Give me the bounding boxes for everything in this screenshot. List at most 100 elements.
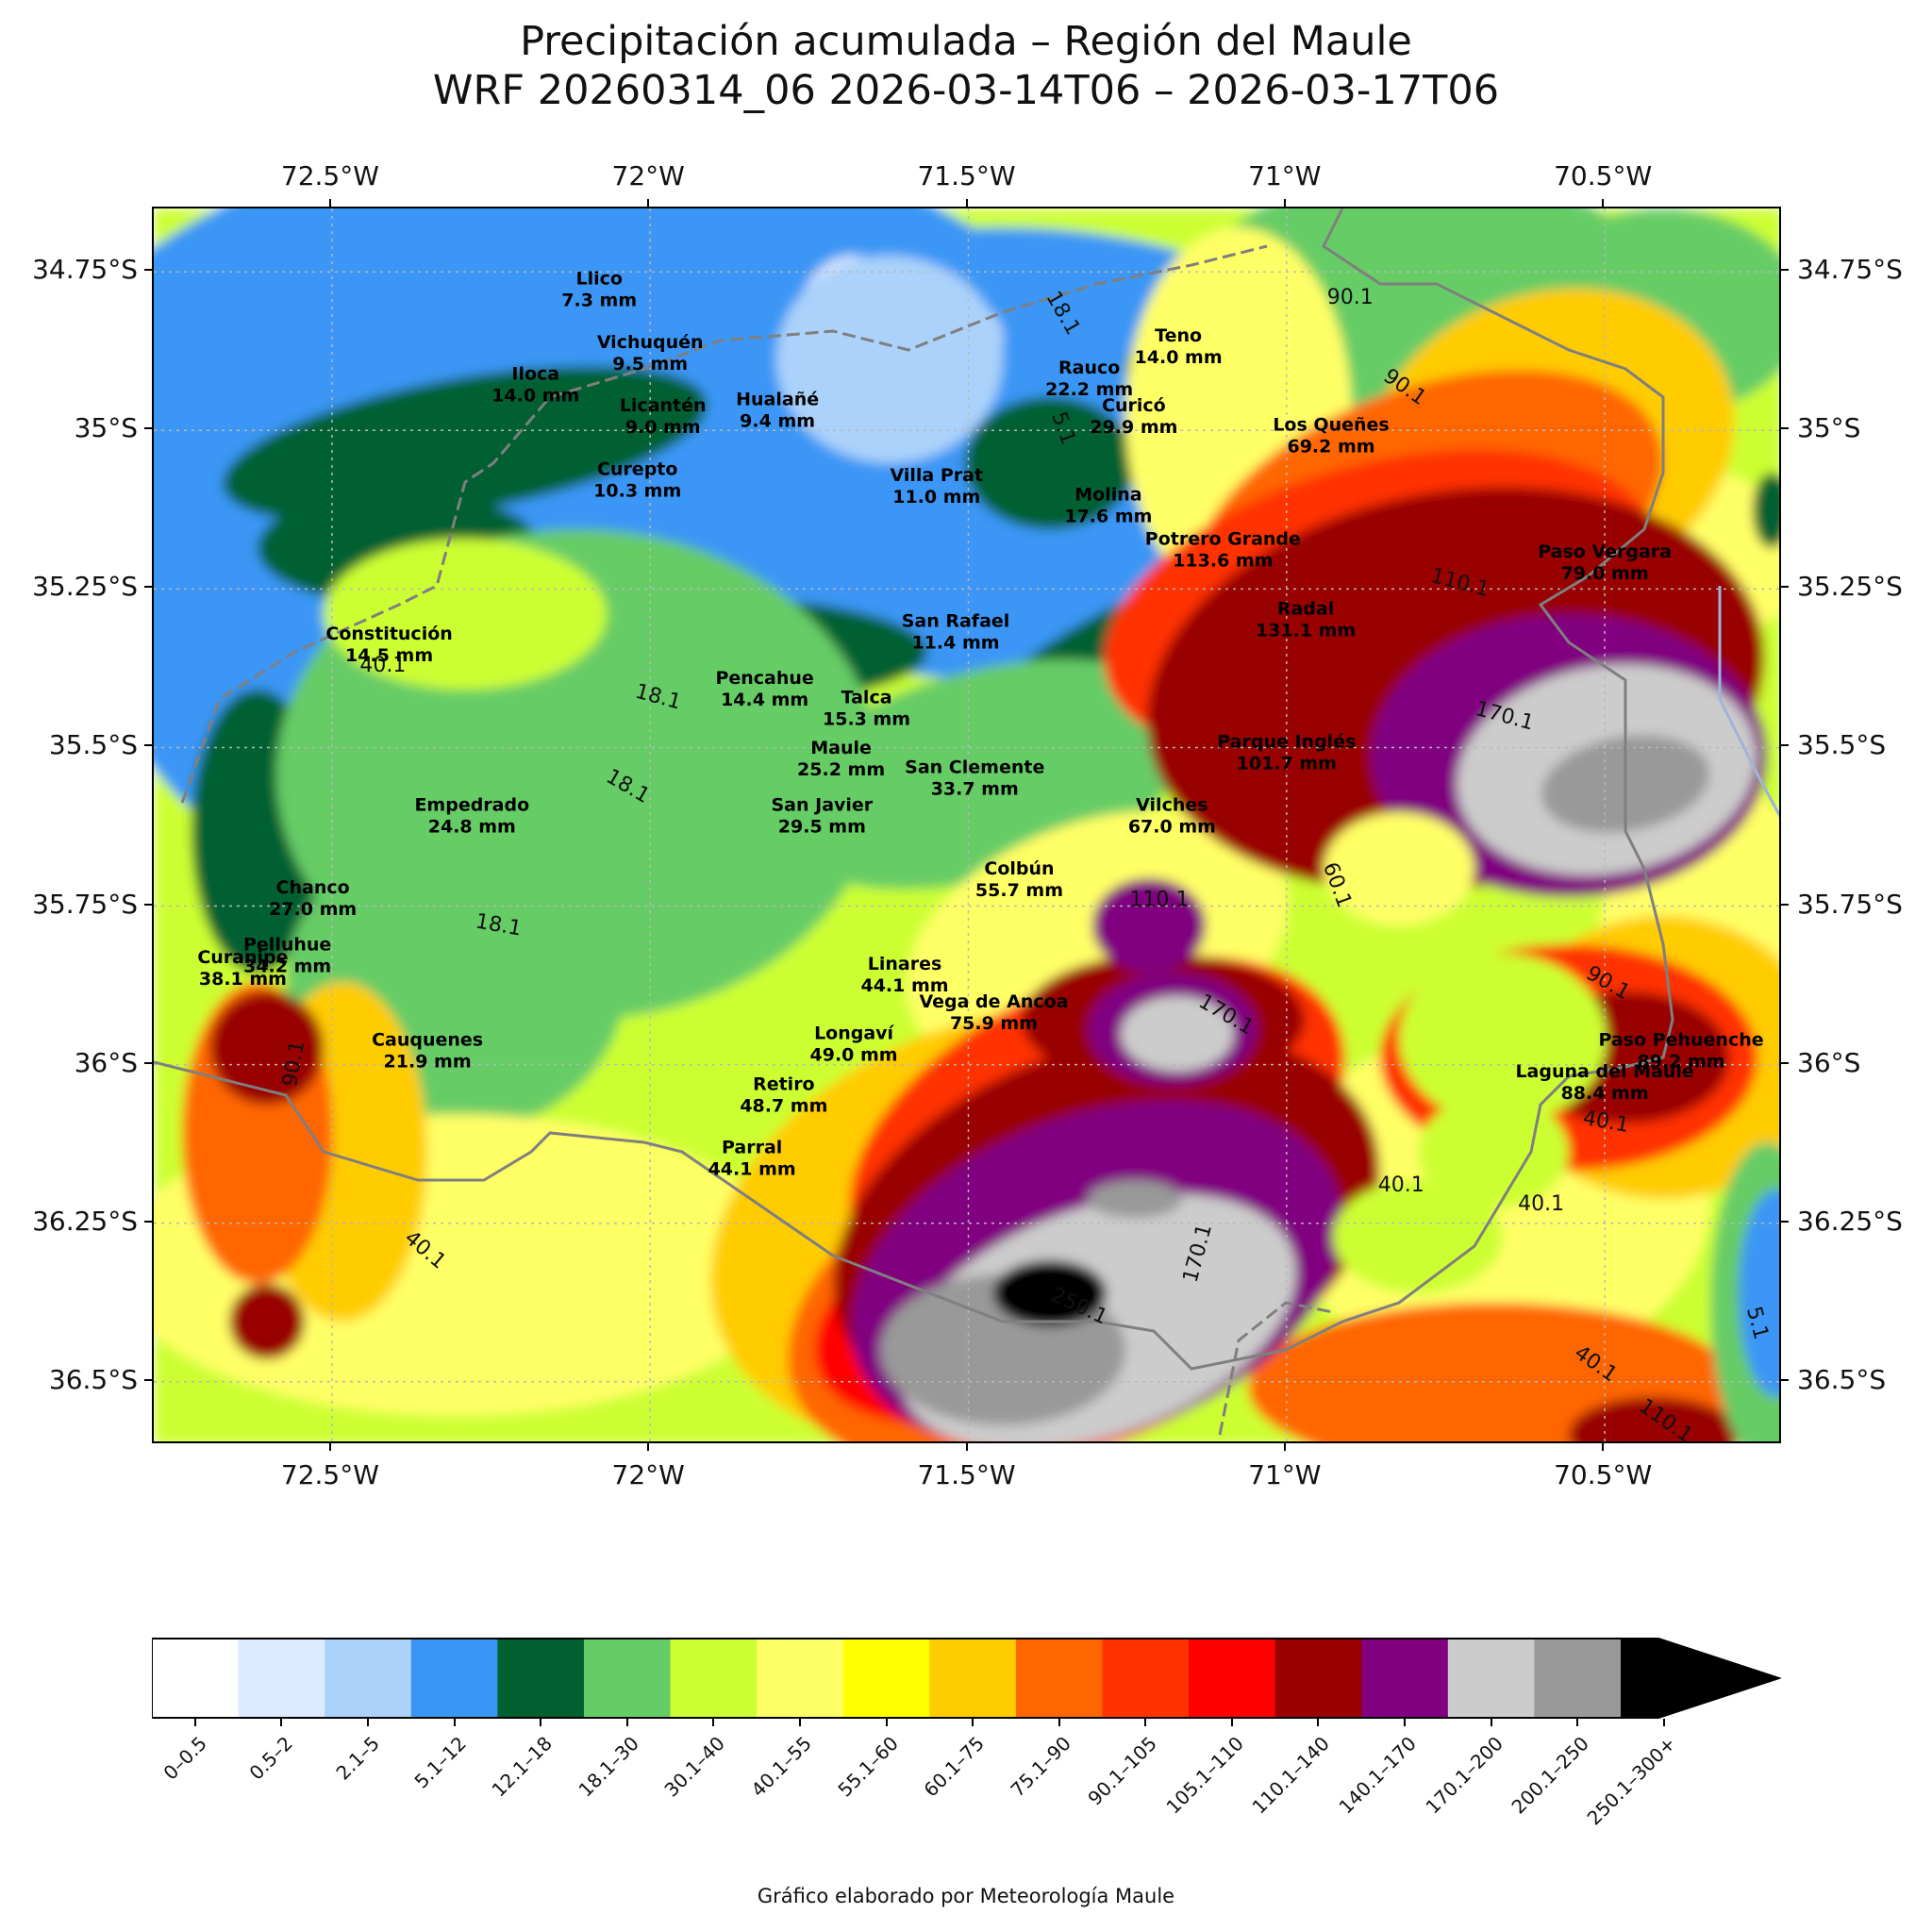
- station-value: 48.7 mm: [740, 1096, 827, 1117]
- border-line: [1218, 1301, 1334, 1436]
- colorbar-tick: [798, 1719, 801, 1726]
- station-value: 22.2 mm: [1045, 379, 1133, 400]
- station-name: Licantén: [620, 395, 707, 416]
- colorbar-tick: [625, 1719, 628, 1726]
- colorbar-segment: [238, 1639, 325, 1718]
- lat-tick-label-right: 35.5°S: [1797, 729, 1887, 761]
- station-value: 38.1 mm: [199, 969, 287, 990]
- border-line: [154, 208, 1674, 1371]
- lon-tick-label-top: 72°W: [611, 160, 685, 191]
- station-name: Pencahue: [715, 668, 813, 689]
- contour-label: 90.1: [1327, 286, 1374, 309]
- station-value: 24.8 mm: [428, 817, 516, 838]
- station-value: 89.2 mm: [1638, 1051, 1725, 1072]
- precip-area: [210, 991, 324, 1105]
- colorbar-tick: [280, 1719, 283, 1726]
- contour-label: 110.1: [1129, 889, 1189, 912]
- station-value: 69.2 mm: [1287, 436, 1374, 457]
- precip-area: [993, 1260, 1107, 1326]
- colorbar-outline: [151, 1638, 1783, 1719]
- station-value: 67.0 mm: [1128, 817, 1216, 838]
- lon-tick-label-bottom: 72°W: [611, 1459, 685, 1490]
- lat-tick-label-left: 35.25°S: [32, 571, 138, 603]
- colorbar-tick: [540, 1719, 542, 1726]
- lat-tick: [144, 1061, 152, 1064]
- station-name: Iloca: [511, 364, 559, 385]
- lon-tick: [965, 199, 968, 207]
- station-name: Colbún: [984, 858, 1054, 879]
- station-value: 75.9 mm: [950, 1013, 1038, 1034]
- precip-area: [1121, 996, 1234, 1072]
- station-name: Linares: [868, 954, 942, 974]
- station-value: 44.1 mm: [708, 1159, 796, 1180]
- station-name: Constitución: [325, 624, 452, 644]
- lat-tick-label-right: 34.75°S: [1797, 254, 1903, 286]
- station-name: Potrero Grande: [1145, 528, 1301, 549]
- colorbar-segment: [842, 1639, 930, 1718]
- station-value: 14.0 mm: [491, 386, 579, 407]
- precip-area: [1399, 954, 1607, 1123]
- lat-tick: [1781, 269, 1789, 272]
- lat-tick-label-right: 36.25°S: [1797, 1205, 1903, 1237]
- lon-tick-label-top: 71.5°W: [917, 160, 1016, 191]
- colorbar-tick: [1058, 1719, 1060, 1726]
- border-line: [180, 244, 1268, 804]
- colorbar-tick: [1490, 1719, 1492, 1726]
- colorbar-segment: [1534, 1639, 1622, 1718]
- colorbar-tick: [972, 1719, 974, 1726]
- lat-tick-label-left: 36°S: [74, 1046, 138, 1078]
- station-name: Longaví: [814, 1024, 894, 1044]
- station-name: Molina: [1074, 484, 1141, 505]
- colorbar-tick: [1576, 1719, 1579, 1726]
- colorbar-tick: [1404, 1719, 1407, 1726]
- lon-tick: [965, 1443, 968, 1451]
- station-name: Paso Vergara: [1538, 541, 1672, 562]
- station-value: 27.0 mm: [269, 899, 357, 920]
- precip-area: [1753, 473, 1779, 548]
- colorbar-tick: [366, 1719, 369, 1726]
- station-name: Chanco: [276, 877, 350, 898]
- precip-area: [1092, 878, 1206, 973]
- colorbar-tick: [193, 1719, 196, 1726]
- lat-tick: [1781, 586, 1789, 589]
- lat-tick: [1781, 903, 1789, 906]
- station-name: Villa Prat: [890, 465, 983, 486]
- lat-tick: [144, 744, 152, 747]
- station-value: 14.0 mm: [1135, 347, 1223, 368]
- colorbar-segment: [1102, 1639, 1190, 1718]
- station-name: Parral: [722, 1138, 782, 1158]
- colorbar-segment: [410, 1639, 498, 1718]
- station-name: Paso Pehuenche: [1598, 1029, 1763, 1050]
- lat-tick: [144, 903, 152, 906]
- lat-tick: [1781, 427, 1789, 430]
- lat-tick: [144, 1378, 152, 1381]
- station-name: Vilches: [1136, 795, 1208, 816]
- colorbar-segment: [757, 1639, 844, 1718]
- station-value: 25.2 mm: [797, 759, 885, 780]
- lat-tick: [1781, 1378, 1789, 1381]
- precip-area: [1088, 1180, 1182, 1218]
- lon-tick: [1602, 1443, 1605, 1451]
- lat-tick-label-left: 35°S: [74, 412, 138, 444]
- station-name: Radal: [1277, 598, 1334, 619]
- station-value: 113.6 mm: [1173, 550, 1273, 571]
- colorbar-tick: [1317, 1719, 1320, 1726]
- lat-tick-label-right: 36.5°S: [1797, 1363, 1887, 1395]
- station-value: 34.2 mm: [243, 957, 331, 977]
- lat-tick-label-left: 35.5°S: [48, 729, 138, 761]
- station-name: Rauco: [1058, 358, 1120, 378]
- station-value: 14.4 mm: [721, 690, 808, 710]
